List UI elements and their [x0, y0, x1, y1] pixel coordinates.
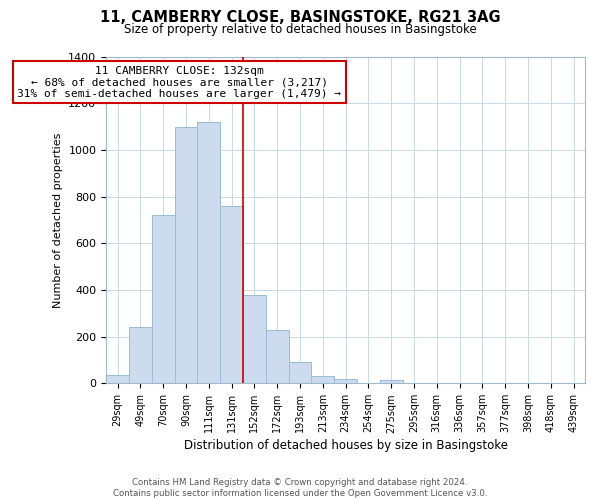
- Bar: [311, 376, 334, 384]
- Bar: [152, 215, 175, 384]
- Bar: [334, 378, 357, 384]
- Text: Size of property relative to detached houses in Basingstoke: Size of property relative to detached ho…: [124, 22, 476, 36]
- Bar: [197, 122, 220, 384]
- Bar: [175, 126, 197, 384]
- Bar: [243, 294, 266, 384]
- Bar: [129, 328, 152, 384]
- Bar: [289, 362, 311, 384]
- Bar: [380, 380, 403, 384]
- Text: 11 CAMBERRY CLOSE: 132sqm
← 68% of detached houses are smaller (3,217)
31% of se: 11 CAMBERRY CLOSE: 132sqm ← 68% of detac…: [17, 66, 341, 99]
- Bar: [266, 330, 289, 384]
- Text: 11, CAMBERRY CLOSE, BASINGSTOKE, RG21 3AG: 11, CAMBERRY CLOSE, BASINGSTOKE, RG21 3A…: [100, 10, 500, 25]
- Bar: [220, 206, 243, 384]
- Bar: [106, 375, 129, 384]
- Y-axis label: Number of detached properties: Number of detached properties: [53, 132, 63, 308]
- Text: Contains HM Land Registry data © Crown copyright and database right 2024.
Contai: Contains HM Land Registry data © Crown c…: [113, 478, 487, 498]
- X-axis label: Distribution of detached houses by size in Basingstoke: Distribution of detached houses by size …: [184, 440, 508, 452]
